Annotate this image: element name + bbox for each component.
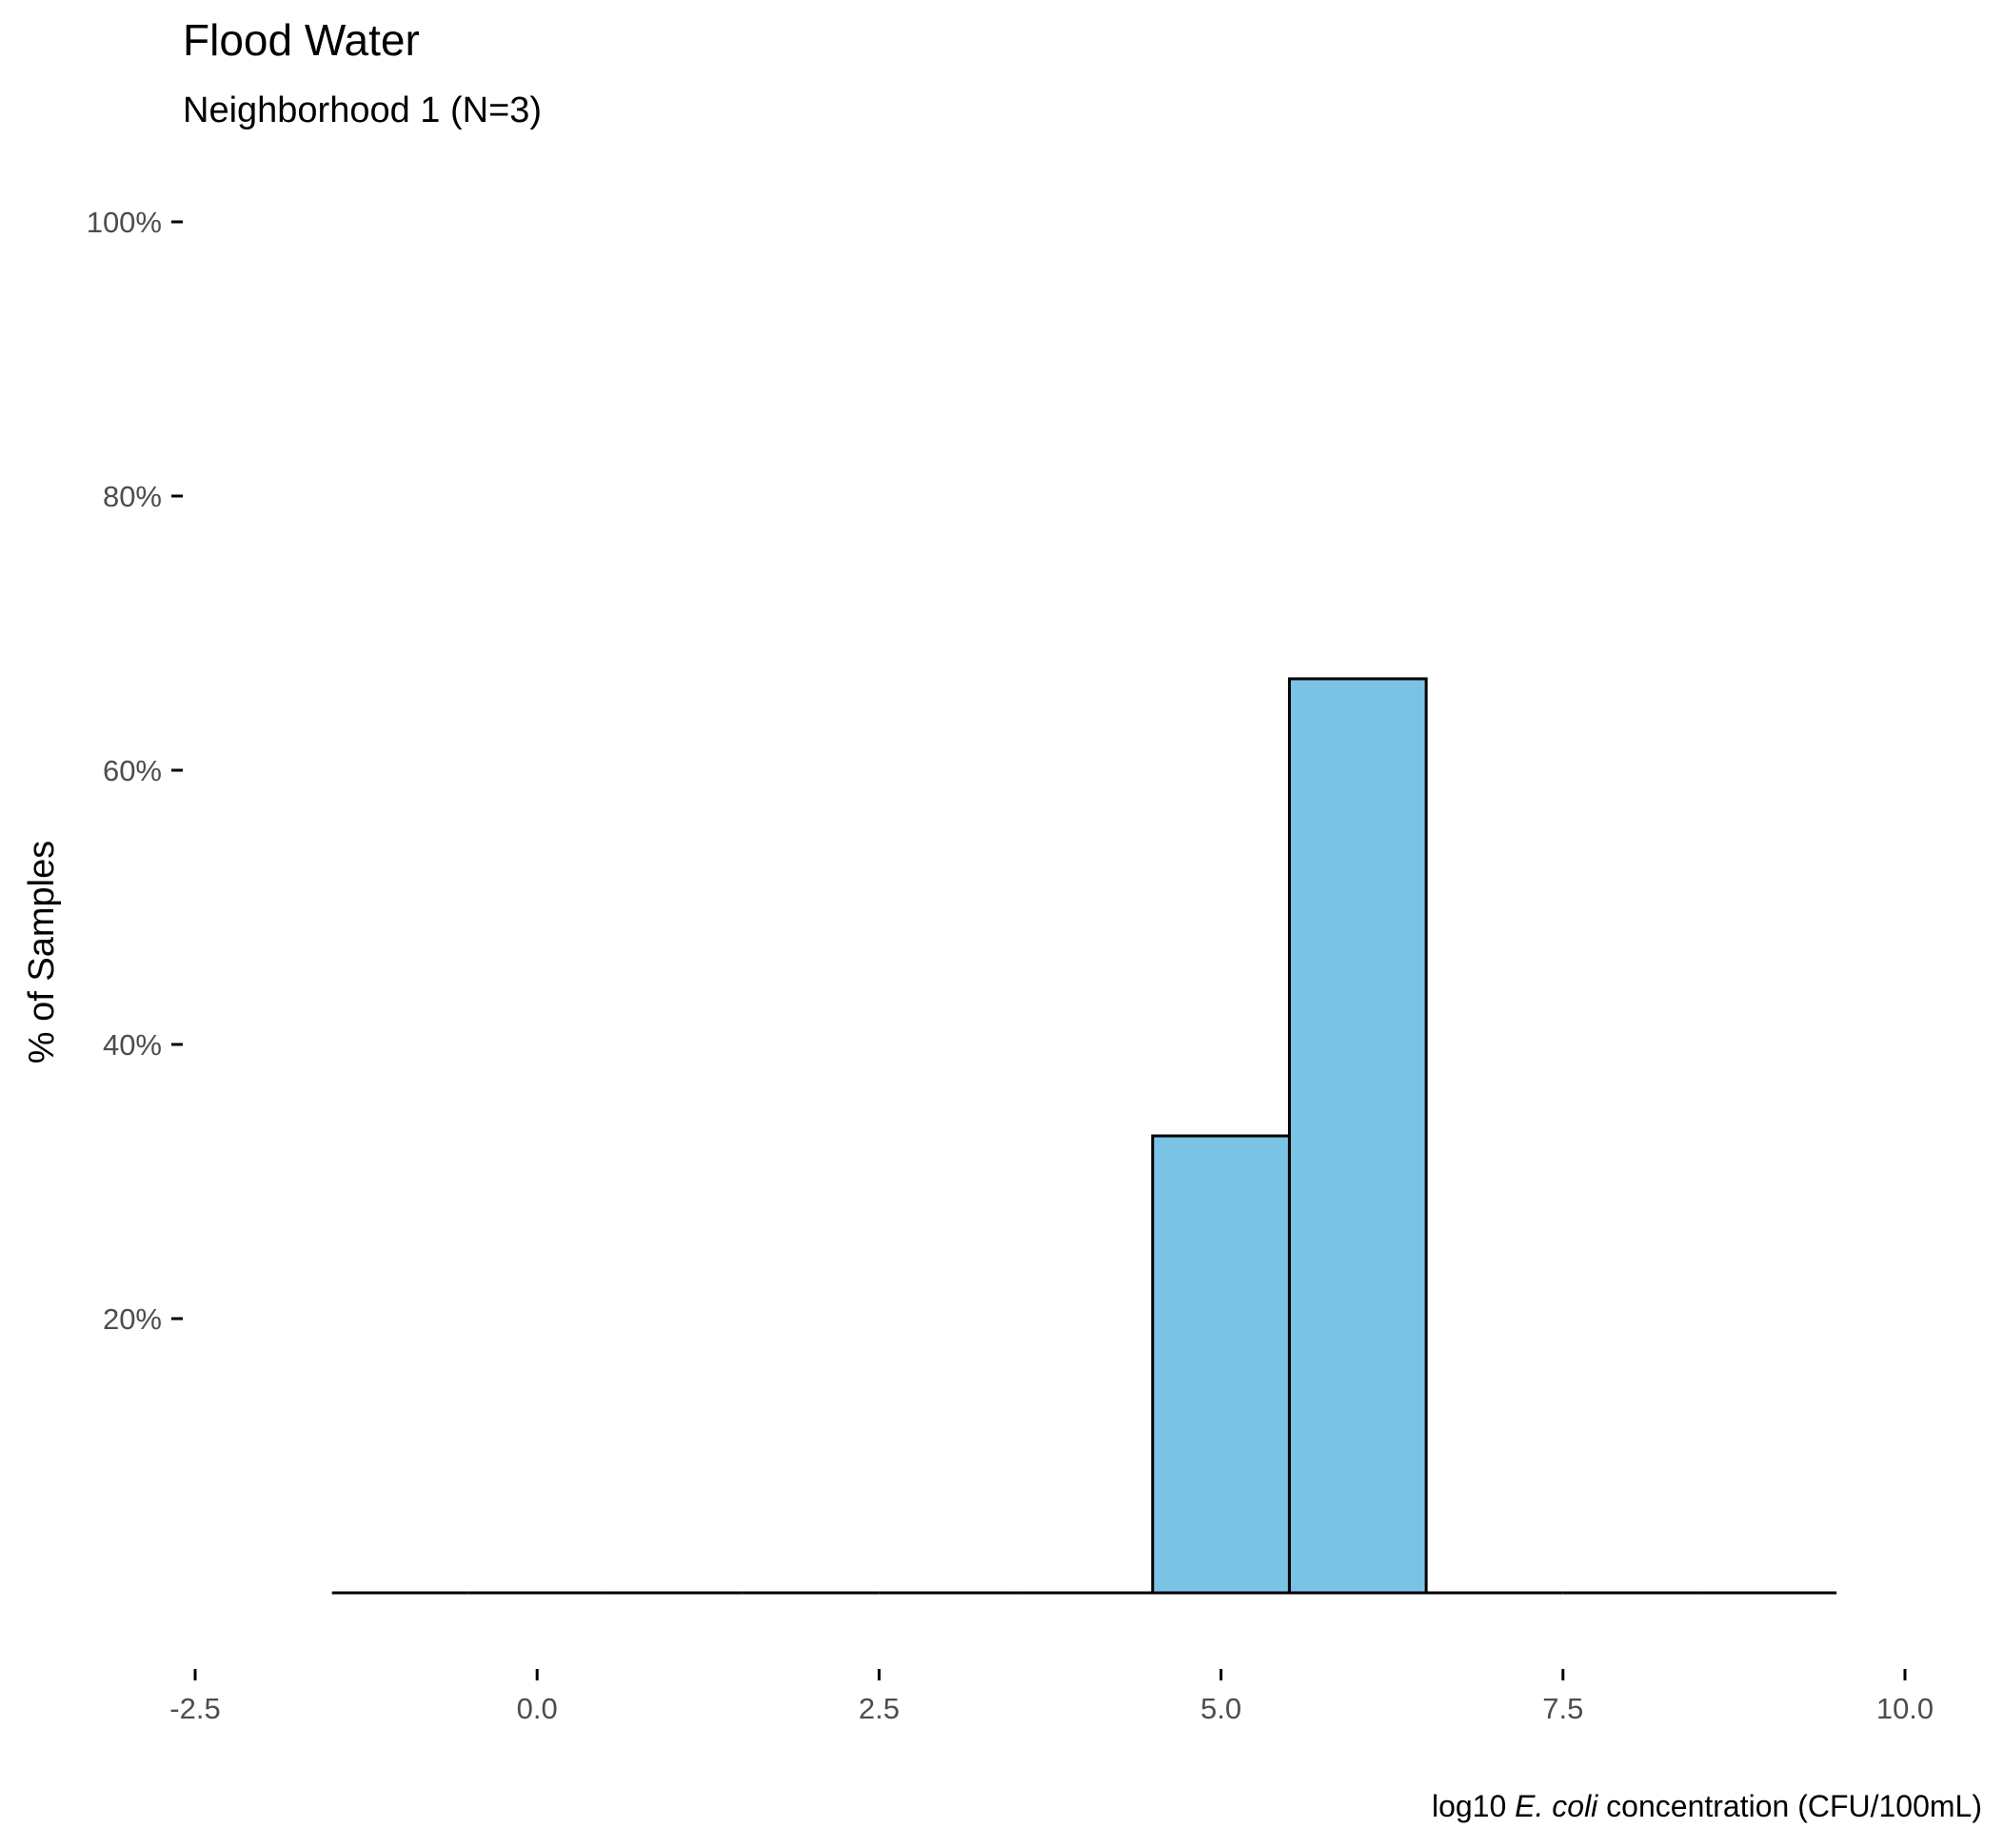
chart-subtitle: Neighborhood 1 (N=3) — [183, 90, 542, 130]
x-axis-title-prefix: log10 — [1432, 1789, 1515, 1823]
y-tick-label: 60% — [103, 754, 162, 787]
x-axis: -2.5 0.0 2.5 5.0 7.5 10.0 — [169, 1669, 1934, 1725]
bars-layer — [331, 677, 1837, 1595]
y-axis-title: % of Samples — [22, 841, 62, 1063]
x-axis-title: log10 E. coli concentration (CFU/100mL) — [1432, 1789, 1982, 1823]
x-axis-title-suffix: concentration (CFU/100mL) — [1597, 1789, 1982, 1823]
histogram-bar — [1287, 677, 1428, 1595]
y-tick-label: 100% — [87, 206, 162, 239]
histogram-bar — [1151, 1134, 1291, 1595]
x-tick-label: 7.5 — [1542, 1692, 1583, 1725]
x-tick-label: 2.5 — [859, 1692, 900, 1725]
x-tick-label: -2.5 — [169, 1692, 220, 1725]
x-tick-label: 5.0 — [1200, 1692, 1241, 1725]
x-tick-label: 10.0 — [1876, 1692, 1934, 1725]
y-axis: 20% 40% 60% 80% 100% — [87, 206, 183, 1336]
x-tick-label: 0.0 — [517, 1692, 558, 1725]
chart-title: Flood Water — [183, 15, 420, 65]
x-axis-title-italic: E. coli — [1515, 1789, 1598, 1823]
y-tick-label: 80% — [103, 480, 162, 513]
y-tick-label: 20% — [103, 1302, 162, 1336]
y-tick-label: 40% — [103, 1028, 162, 1062]
